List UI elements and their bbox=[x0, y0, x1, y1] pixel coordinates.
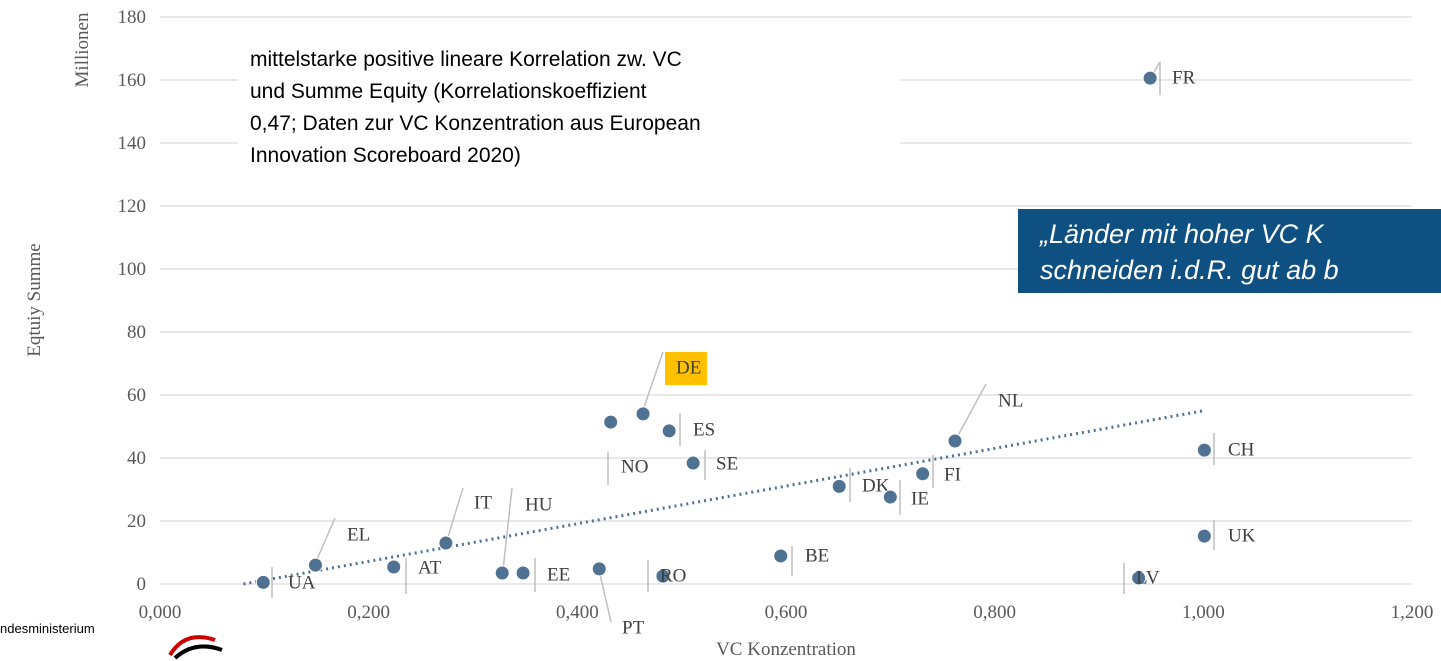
x-tick-label: 1,000 bbox=[1182, 602, 1225, 623]
point bbox=[947, 433, 963, 449]
y-tick-label: 100 bbox=[118, 259, 147, 280]
y-tick-label: 160 bbox=[118, 70, 147, 91]
callout-box bbox=[1018, 209, 1441, 293]
point-label: RO bbox=[660, 565, 686, 586]
annotation-text: 0,47; Daten zur VC Konzentration aus Eur… bbox=[250, 112, 701, 135]
point-label: ES bbox=[693, 419, 715, 440]
point bbox=[882, 489, 898, 505]
point bbox=[591, 561, 607, 577]
point bbox=[307, 557, 323, 573]
point bbox=[603, 414, 619, 430]
annotation-text: und Summe Equity (Korrelationskoeffizien… bbox=[250, 80, 647, 103]
point-label: PT bbox=[622, 617, 645, 638]
y-tick-label: 20 bbox=[127, 511, 146, 532]
point bbox=[635, 406, 651, 422]
leader-line bbox=[954, 383, 987, 442]
annotation-text: Innovation Scoreboard 2020) bbox=[250, 144, 521, 167]
point bbox=[661, 423, 677, 439]
point bbox=[1196, 528, 1212, 544]
x-tick-label: 0,600 bbox=[765, 602, 808, 623]
point-label: NL bbox=[998, 390, 1023, 411]
leader-line bbox=[502, 487, 513, 571]
point bbox=[655, 568, 671, 584]
label-highlight bbox=[665, 352, 707, 385]
point bbox=[1142, 70, 1158, 86]
point-label: EL bbox=[347, 524, 370, 545]
y-tick-label: 140 bbox=[118, 133, 147, 154]
point bbox=[773, 548, 789, 564]
point bbox=[494, 565, 510, 581]
point-label: EE bbox=[547, 564, 570, 585]
leader-line bbox=[642, 351, 664, 411]
point-label: HU bbox=[525, 494, 553, 515]
callout-text: schneiden i.d.R. gut ab b bbox=[1040, 255, 1339, 285]
point-label: UA bbox=[288, 572, 316, 593]
point-label: BE bbox=[805, 545, 829, 566]
x-tick-label: 0,000 bbox=[139, 602, 182, 623]
x-tick-label: 0,200 bbox=[347, 602, 390, 623]
point bbox=[1196, 442, 1212, 458]
y-tick-label: 40 bbox=[127, 448, 146, 469]
point-label: FR bbox=[1172, 67, 1196, 88]
point bbox=[255, 574, 271, 590]
callout-text: „Länder mit hoher VC K bbox=[1039, 219, 1325, 249]
y-tick-label: 120 bbox=[118, 196, 147, 217]
point bbox=[1131, 570, 1147, 586]
point-label: AT bbox=[418, 557, 442, 578]
x-axis-label: VC Konzentration bbox=[716, 639, 856, 660]
y-tick-label: 80 bbox=[127, 322, 146, 343]
x-tick-label: 0,800 bbox=[973, 602, 1016, 623]
point-label: LV bbox=[1136, 567, 1160, 588]
y-tick-label: 180 bbox=[118, 7, 147, 28]
trendline bbox=[243, 409, 1204, 586]
annotation-text: mittelstarke positive lineare Korrelatio… bbox=[250, 48, 682, 71]
leader-line bbox=[598, 569, 612, 623]
point bbox=[685, 455, 701, 471]
point bbox=[831, 478, 847, 494]
y-unit: Millionen bbox=[72, 12, 93, 87]
x-tick-label: 0,400 bbox=[556, 602, 599, 623]
point-label: DE bbox=[676, 357, 701, 378]
y-tick-label: 60 bbox=[127, 385, 146, 406]
x-tick-label: 1,200 bbox=[1391, 602, 1434, 623]
point-label: DK bbox=[862, 475, 890, 496]
point-label: NO bbox=[621, 456, 648, 477]
point-label: IT bbox=[474, 492, 492, 513]
point bbox=[386, 559, 402, 575]
point bbox=[915, 466, 931, 482]
point bbox=[438, 535, 454, 551]
point-label: IE bbox=[911, 488, 929, 509]
point-label: CH bbox=[1228, 439, 1255, 460]
annotation-box bbox=[238, 38, 900, 188]
point-label: FI bbox=[944, 464, 961, 485]
y-tick-label: 0 bbox=[137, 574, 147, 595]
leader-line bbox=[314, 517, 336, 565]
point-label: UK bbox=[1228, 525, 1256, 546]
y-axis-label: Eqtuiy Summe bbox=[24, 243, 45, 356]
logo-text: ndesministerium bbox=[0, 621, 95, 636]
logo-mark bbox=[168, 635, 216, 657]
leader-line bbox=[446, 487, 464, 541]
point-label: SE bbox=[716, 453, 738, 474]
point bbox=[515, 565, 531, 581]
logo-mark bbox=[173, 644, 223, 660]
